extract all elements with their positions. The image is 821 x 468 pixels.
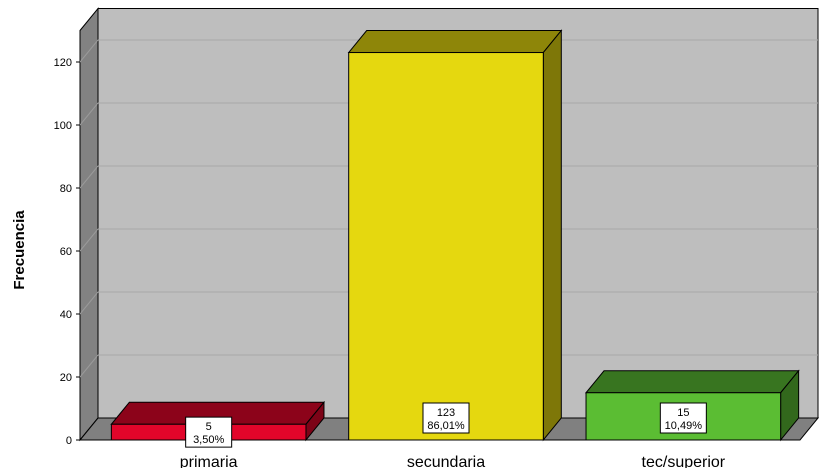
gridline-wall	[79, 165, 99, 189]
y-axis-label: Frecuencia	[11, 210, 28, 290]
category-label: tec/superior	[642, 454, 726, 468]
category-labels: primaria secundaria tec/superior	[180, 454, 726, 468]
data-label-percent: 10,49%	[665, 420, 703, 432]
data-label-box	[659, 402, 707, 434]
data-label-percent: 3,50%	[193, 434, 224, 446]
bars	[110, 29, 800, 442]
y-tick-label: 20	[60, 372, 72, 384]
category-label: secundaria	[407, 454, 485, 468]
data-label-count: 5	[206, 421, 212, 433]
data-label: 53,50%	[185, 416, 233, 448]
gridline-wall	[79, 102, 99, 126]
bar-front-face	[348, 52, 544, 441]
data-label-percent: 86,01%	[427, 420, 465, 432]
bar-side-face	[542, 29, 562, 442]
data-label-count: 123	[437, 407, 455, 419]
y-tick-label: 100	[54, 120, 72, 132]
category-label: primaria	[180, 454, 238, 468]
data-label-box	[185, 416, 233, 448]
gridline-wall	[79, 228, 99, 252]
y-tick-label: 60	[60, 246, 72, 258]
gridline-wall	[79, 354, 99, 378]
y-tick-label: 120	[54, 57, 72, 69]
gridline-wall	[79, 291, 99, 315]
y-axis-ticks: 0 20 40 60 80 100 120	[54, 57, 80, 447]
bar-top-face	[584, 370, 800, 394]
bar-top-face	[347, 30, 563, 54]
y-tick-label: 0	[66, 435, 72, 447]
gridline-wall	[79, 39, 99, 63]
data-label-box	[422, 402, 470, 434]
data-label-count: 15	[677, 407, 689, 419]
plot-left-wall	[79, 7, 99, 442]
y-tick-label: 80	[60, 183, 72, 195]
bar-secundaria	[347, 29, 563, 442]
y-tick-label: 40	[60, 309, 72, 321]
bar-tec-superior	[584, 369, 800, 442]
